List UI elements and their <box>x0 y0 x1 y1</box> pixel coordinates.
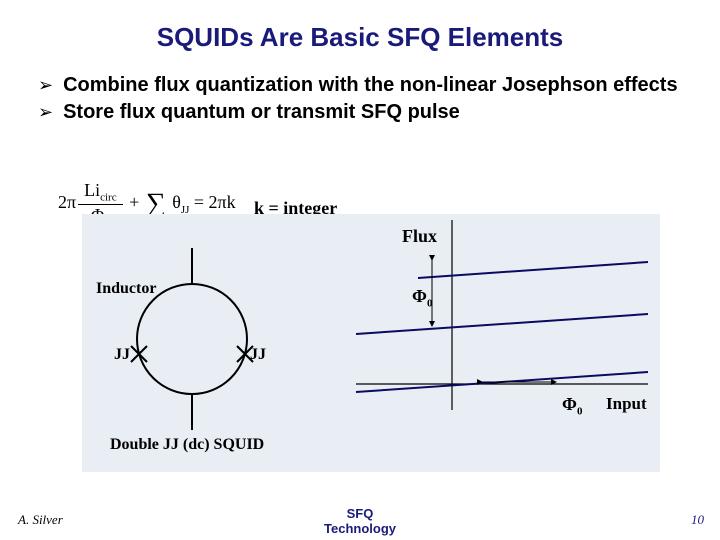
jj-label-right: JJ <box>250 346 266 364</box>
footer-title: SFQTechnology <box>324 507 396 536</box>
bullet-item: ➢ Store flux quantum or transmit SFQ pul… <box>38 100 690 125</box>
bullet-text: Store flux quantum or transmit SFQ pulse <box>63 100 460 125</box>
bullet-arrow-icon: ➢ <box>38 75 53 96</box>
bullet-arrow-icon: ➢ <box>38 102 53 123</box>
inductor-label: Inductor <box>96 280 156 298</box>
bullet-text: Combine flux quantization with the non-l… <box>63 73 677 98</box>
jj-label-left: JJ <box>114 346 130 364</box>
author-label: A. Silver <box>18 512 63 528</box>
page-number: 10 <box>691 512 704 528</box>
flux-input-graph <box>352 214 662 434</box>
bullet-item: ➢ Combine flux quantization with the non… <box>38 73 690 98</box>
squid-circuit-diagram <box>92 244 292 434</box>
squid-caption: Double JJ (dc) SQUID <box>110 436 264 454</box>
slide-title: SQUIDs Are Basic SFQ Elements <box>0 0 720 53</box>
diagram-panel: Inductor JJ JJ Double JJ (dc) SQUID Flux… <box>82 214 660 472</box>
bullet-list: ➢ Combine flux quantization with the non… <box>38 73 690 125</box>
